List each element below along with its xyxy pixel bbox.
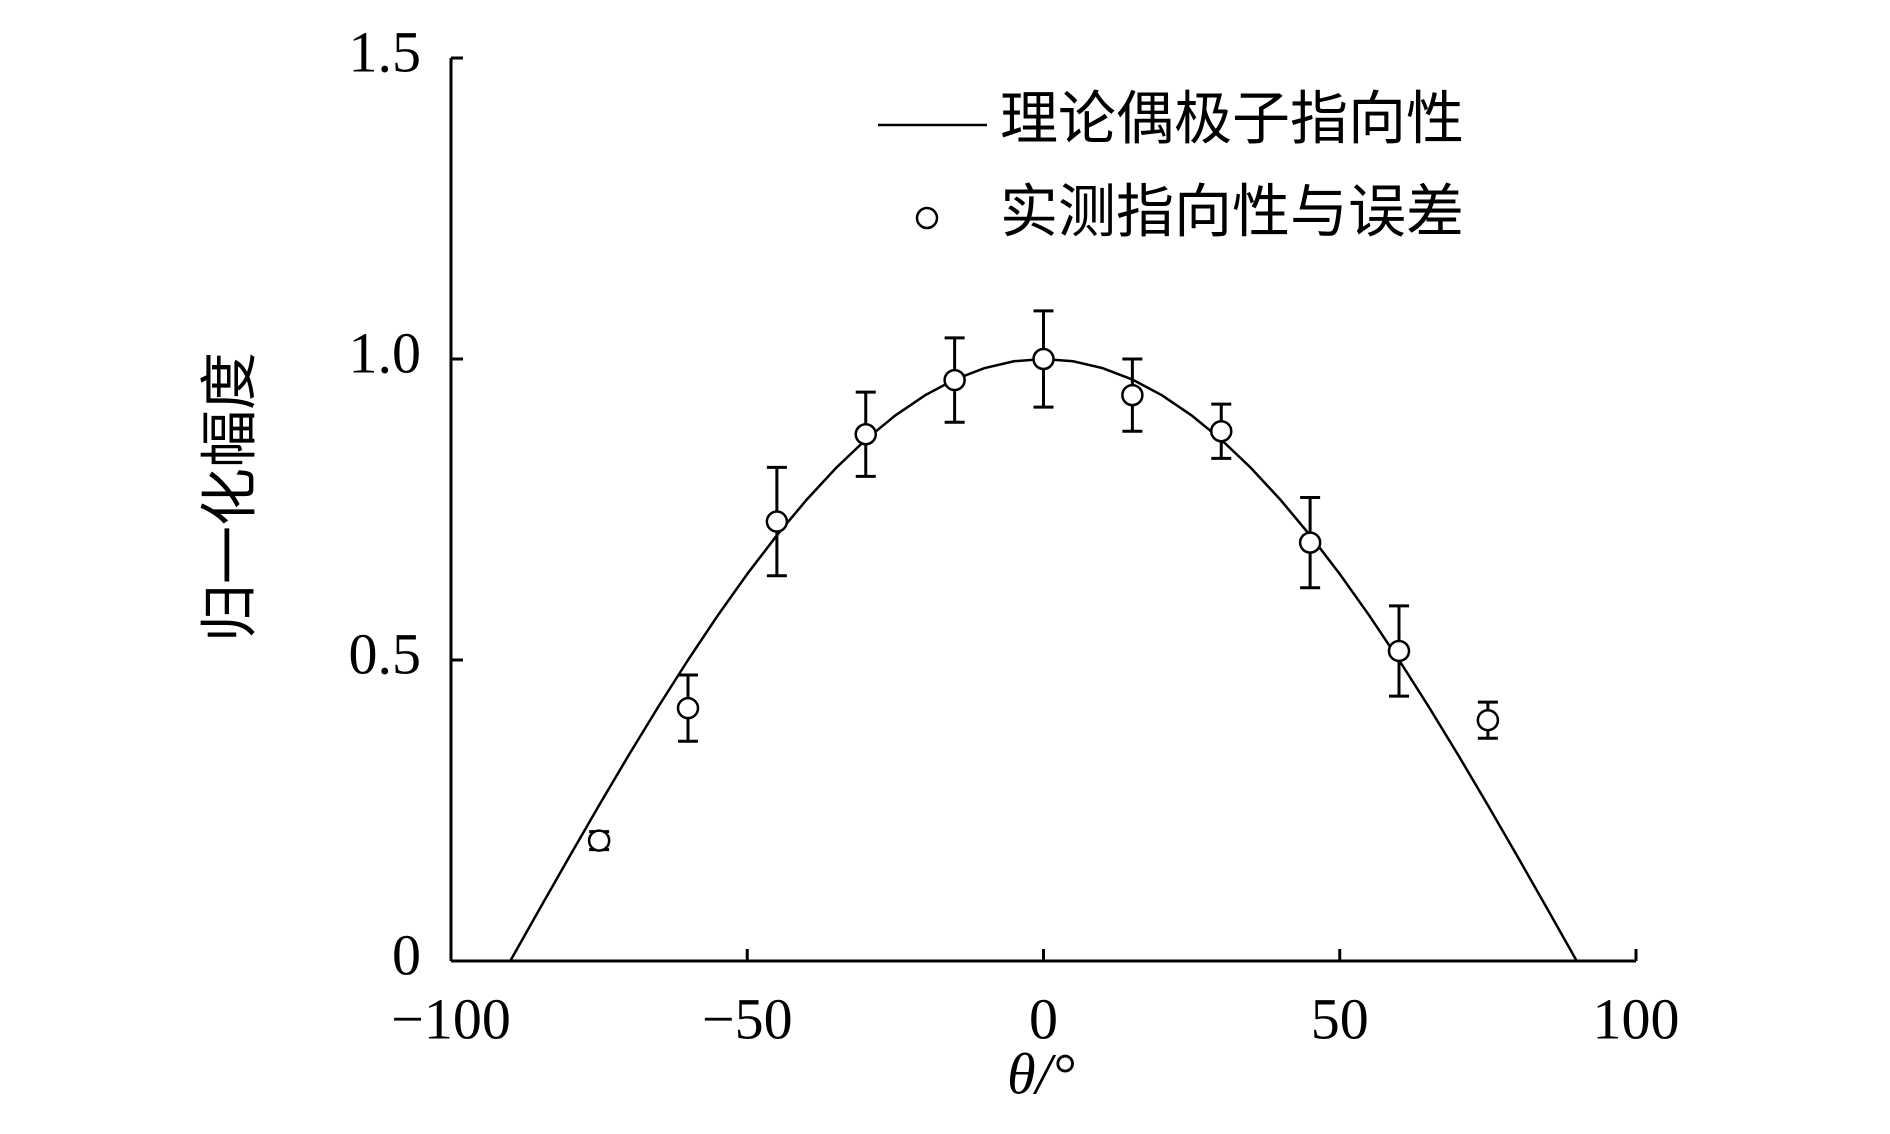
data-point <box>676 696 700 720</box>
legend-marker <box>915 206 939 230</box>
data-point <box>1121 383 1144 407</box>
legend-label: 理论偶极子指向性 <box>1000 86 1464 151</box>
data-point <box>854 423 877 446</box>
y-tick-label: 1.5 <box>349 19 422 84</box>
legend-label: 实测指向性与误差 <box>1000 179 1464 244</box>
data-point <box>1476 708 1500 732</box>
data-point <box>765 510 789 533</box>
x-tick-label: −50 <box>702 986 793 1051</box>
y-tick-label: 0 <box>392 922 421 987</box>
x-axis-label: θ/° <box>1007 1041 1075 1106</box>
data-point <box>1387 639 1411 663</box>
y-tick-label: 0.5 <box>349 621 422 686</box>
y-axis-label: 归一化幅度 <box>197 352 262 642</box>
x-tick-label: 0 <box>1029 986 1058 1051</box>
data-point <box>1298 531 1322 554</box>
data-point <box>587 829 611 852</box>
data-point <box>1210 419 1233 443</box>
data-point <box>943 368 966 392</box>
theory-line <box>509 357 1578 962</box>
x-tick-label: 100 <box>1593 986 1680 1051</box>
x-tick-label: −100 <box>391 986 511 1051</box>
y-tick-label: 1.0 <box>349 320 422 385</box>
data-point <box>1032 347 1055 371</box>
x-tick-label: 50 <box>1311 986 1369 1051</box>
